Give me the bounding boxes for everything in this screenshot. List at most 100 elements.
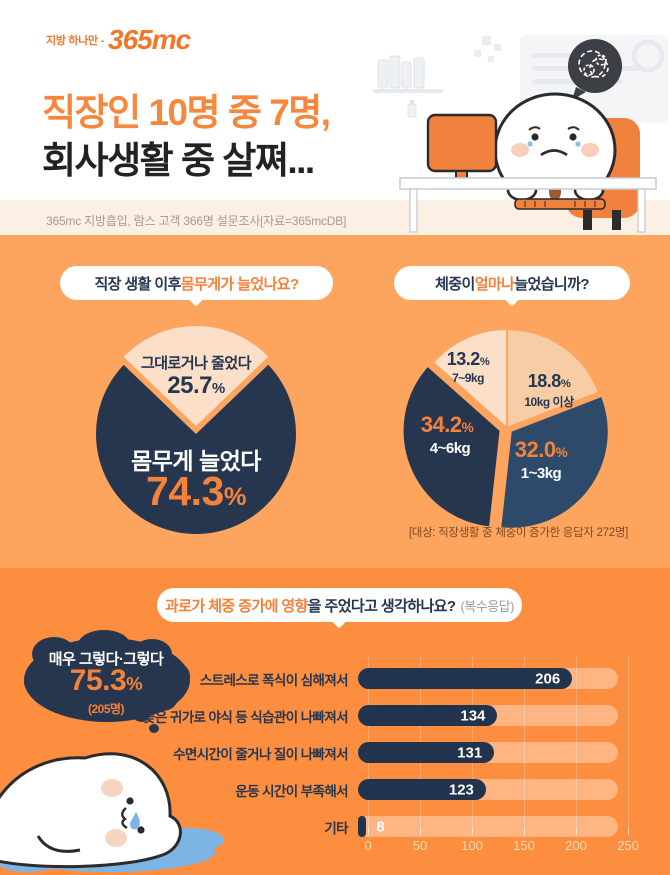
pie2-value-4-6kg: 34.2% <box>420 412 474 437</box>
gridline <box>524 656 525 832</box>
keyboard <box>514 198 606 210</box>
bar-fill: 123 <box>358 779 486 800</box>
tear-left <box>527 141 533 147</box>
bar-fill: 206 <box>358 668 573 689</box>
question1-prefix: 직장 생활 이후 <box>94 275 181 293</box>
question1-highlight: 몸무게가 늘었나요? <box>180 275 299 293</box>
pie-slice-4~6kg <box>403 367 500 527</box>
x-tick-label: 150 <box>513 838 535 853</box>
pie-slice-그대로거나 줄었다 <box>123 326 269 426</box>
bar-track: 123 <box>358 779 618 800</box>
cloud-answer-value: 75.3% <box>69 664 143 697</box>
pie-chart-how-much <box>395 316 619 540</box>
worker-character <box>493 92 617 209</box>
pie-slice-1~3kg <box>501 397 608 528</box>
x-tick-label: 100 <box>461 838 483 853</box>
blush-right <box>581 143 599 157</box>
pie2-label-7-9kg: 7~9kg <box>452 371 484 385</box>
pie1-slice-label-same: 그대로거나 줄었다 <box>140 355 252 372</box>
bar-chart-x-axis: 0 50 100 150 200 250 <box>364 828 639 862</box>
bar-category-label: 기타 <box>324 820 348 836</box>
bar-track: 8 <box>358 816 618 837</box>
x-tick-mark <box>420 828 421 835</box>
bar-track: 134 <box>358 705 618 726</box>
cloud-answer-label: 매우 그렇다·그렇다 <box>48 651 164 668</box>
bar-category-label: 수면시간이 줄거나 질이 나빠져서 <box>173 746 349 762</box>
survey-source-note: 365mc 지방흡입, 람스 고객 366명 설문조사[자료=365mcDB] <box>46 214 347 228</box>
pie2-value-7-9kg: 13.2% <box>446 349 490 369</box>
x-tick-label: 250 <box>617 838 639 853</box>
question2-prefix: 체중이 <box>435 275 475 293</box>
bar-category-label: 운동 시간이 부족해서 <box>235 783 348 799</box>
x-tick-mark <box>576 828 577 835</box>
question3-note: (복수응답) <box>460 598 514 614</box>
pie2-value-1-3kg: 32.0% <box>514 437 568 462</box>
blob-body <box>0 752 182 869</box>
pie1-slice-label-gained: 몸무게 늘었다 <box>131 448 261 474</box>
sad-mouth <box>540 149 568 157</box>
x-tick-label: 0 <box>364 838 372 853</box>
question3-bubble: 과로가 체중 증가에 영향 을 주었다고 생각하나요? (복수응답) <box>157 588 522 622</box>
x-tick-label: 200 <box>565 838 587 853</box>
bar-category-label: 늦은 귀가로 야식 등 식습관이 나빠져서 <box>143 709 348 725</box>
pie2-label-1-3kg: 1~3kg <box>520 465 562 482</box>
bar-fill: 134 <box>358 705 498 726</box>
gridline <box>576 656 577 832</box>
brand-tagline: 지방 하나만 - <box>46 35 104 47</box>
office-worker-illustration <box>373 35 668 233</box>
question2-suffix: 늘었습니까? <box>514 275 589 293</box>
bar-fill <box>358 816 367 837</box>
bar-row: 운동 시간이 부족해서 123 <box>0 771 670 808</box>
question2-bubble: 체중이 얼마나 늘었습니까? <box>394 266 630 300</box>
bar-track: 131 <box>358 742 618 763</box>
question3-suffix: 을 주었다고 생각하나요? <box>307 597 456 615</box>
bar-value: 134 <box>460 707 486 724</box>
pie2-label-4-6kg: 4~6kg <box>429 440 471 457</box>
thought-trail-dot <box>133 707 150 722</box>
pie1-slice-value-gained: 74.3% <box>146 468 246 514</box>
pie-slice-몸무게 늘었다 <box>95 364 296 534</box>
pie1-slice-value-same: 25.7% <box>167 372 225 399</box>
bar-value: 131 <box>457 744 483 761</box>
bar-row: 늦은 귀가로 야식 등 식습관이 나빠져서 134 <box>0 697 670 734</box>
bookshelf <box>373 55 443 118</box>
bar-value: 8 <box>376 818 385 835</box>
tear-drop <box>130 812 140 830</box>
question2-highlight: 얼마나 <box>474 275 515 293</box>
x-tick-mark <box>472 828 473 835</box>
bar-value: 123 <box>448 781 474 798</box>
bar-chart: 스트레스로 폭식이 심해져서 206 늦은 귀가로 야식 등 식습관이 나빠져서 13… <box>0 660 670 845</box>
cloud-answer-count: (205명) <box>87 702 125 716</box>
x-tick-label: 50 <box>412 838 428 853</box>
desk <box>399 177 657 190</box>
bar-value: 206 <box>535 670 561 687</box>
x-tick-mark <box>368 828 369 835</box>
pixel-deco <box>474 36 501 62</box>
blush-left <box>511 143 529 157</box>
bar-track: 206 <box>358 668 618 689</box>
monitor <box>426 113 498 173</box>
pie2-value-10kg-plus: 18.8% <box>527 371 571 391</box>
bar-row: 스트레스로 폭식이 심해져서 206 <box>0 660 670 697</box>
thought-scribble-icon <box>578 50 609 78</box>
bar-row: 기타 8 <box>0 808 670 845</box>
thought-cloud <box>24 630 190 722</box>
page-title-rest: 회사생활 중 살쪄... <box>42 140 315 181</box>
bar-row: 수면시간이 줄거나 질이 나빠져서 131 <box>0 734 670 771</box>
x-tick-mark <box>524 828 525 835</box>
x-tick-mark <box>628 828 629 835</box>
pie-slice-10kg 이상 <box>508 330 598 427</box>
bar-category-label: 스트레스로 폭식이 심해져서 <box>199 672 349 688</box>
page-title-accent: 직장인 10명 중 7명, <box>42 92 331 133</box>
question3-highlight: 과로가 체중 증가에 영향 <box>165 597 308 615</box>
whiteboard-chart-icon <box>631 39 665 73</box>
pie-chart-weight-gain <box>81 319 311 549</box>
pie2-label-10kg-plus: 10kg 이상 <box>524 395 574 409</box>
pie-slice-7~9kg <box>434 330 507 427</box>
blob-arm <box>36 835 81 853</box>
bar-fill: 131 <box>358 742 495 763</box>
crying-blob-illustration <box>0 752 224 872</box>
pie2-caption: [대상: 직장생활 중 체중이 증가한 응답자 272명] <box>408 527 628 539</box>
thought-trail-dot <box>149 724 159 733</box>
